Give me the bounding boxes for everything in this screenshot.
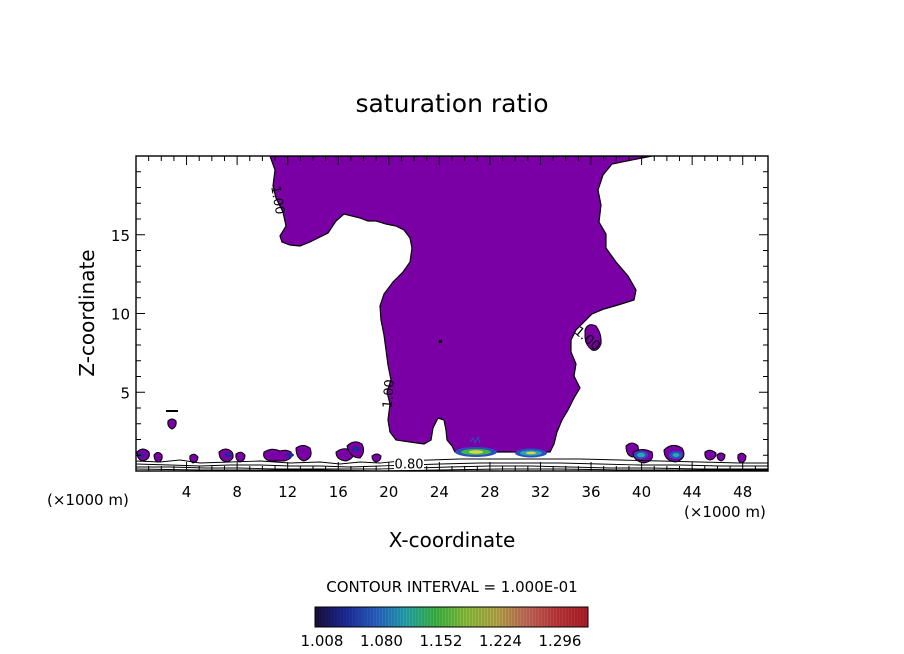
x-tick-label: 48 — [733, 483, 752, 501]
contour-label: 0.80 — [395, 458, 424, 473]
colorbar-tick-label: 1.152 — [420, 632, 463, 650]
y-tick-label: 5 — [120, 384, 130, 402]
x-tick-label: 44 — [683, 483, 702, 501]
saturation-region-patch — [584, 324, 602, 351]
high-value-cores — [139, 435, 683, 459]
contour-label: 1.00 — [267, 185, 287, 216]
x-tick-label: 32 — [531, 483, 550, 501]
saturation-region-patch — [167, 418, 177, 430]
colorbar-tick-label: 1.080 — [360, 632, 403, 650]
x-tick-label: 24 — [430, 483, 449, 501]
saturation-region-main — [269, 156, 653, 453]
x-axis-unit: (×1000 m) — [684, 503, 766, 521]
low-level-blobs — [136, 441, 747, 464]
x-tick-label: 28 — [480, 483, 499, 501]
colorbar-tick-label: 1.008 — [301, 632, 344, 650]
contour-label: 1.00 — [381, 379, 398, 409]
marker-dash — [166, 410, 178, 412]
x-tick-label: 4 — [182, 483, 192, 501]
contour-interval-label: CONTOUR INTERVAL = 1.000E-01 — [326, 578, 577, 596]
chart-title: saturation ratio — [355, 89, 548, 118]
y-axis: 5 10 15 — [111, 171, 768, 456]
x-tick-label: 36 — [581, 483, 600, 501]
colorbar-tick-label: 1.224 — [479, 632, 522, 650]
y-axis-label: Z-coordinate — [75, 249, 99, 376]
x-tick-label: 8 — [232, 483, 242, 501]
x-tick-label: 16 — [329, 483, 348, 501]
colorbar-labels: 1.008 1.080 1.152 1.224 1.296 — [301, 632, 582, 650]
plot-area — [136, 156, 768, 471]
x-tick-label: 12 — [278, 483, 297, 501]
marker-dot — [439, 340, 442, 343]
y-tick-label: 10 — [111, 306, 130, 324]
y-tick-label: 15 — [111, 227, 130, 245]
x-tick-label: 40 — [632, 483, 651, 501]
x-axis: 4 8 12 16 20 24 28 32 36 40 44 48 — [148, 156, 756, 501]
x-axis-label: X-coordinate — [389, 528, 516, 552]
y-axis-unit: (×1000 m) — [47, 491, 129, 509]
colorbar-tick-label: 1.296 — [539, 632, 582, 650]
colorbar — [314, 606, 589, 628]
x-tick-label: 20 — [379, 483, 398, 501]
contour-label-bg — [394, 455, 425, 470]
